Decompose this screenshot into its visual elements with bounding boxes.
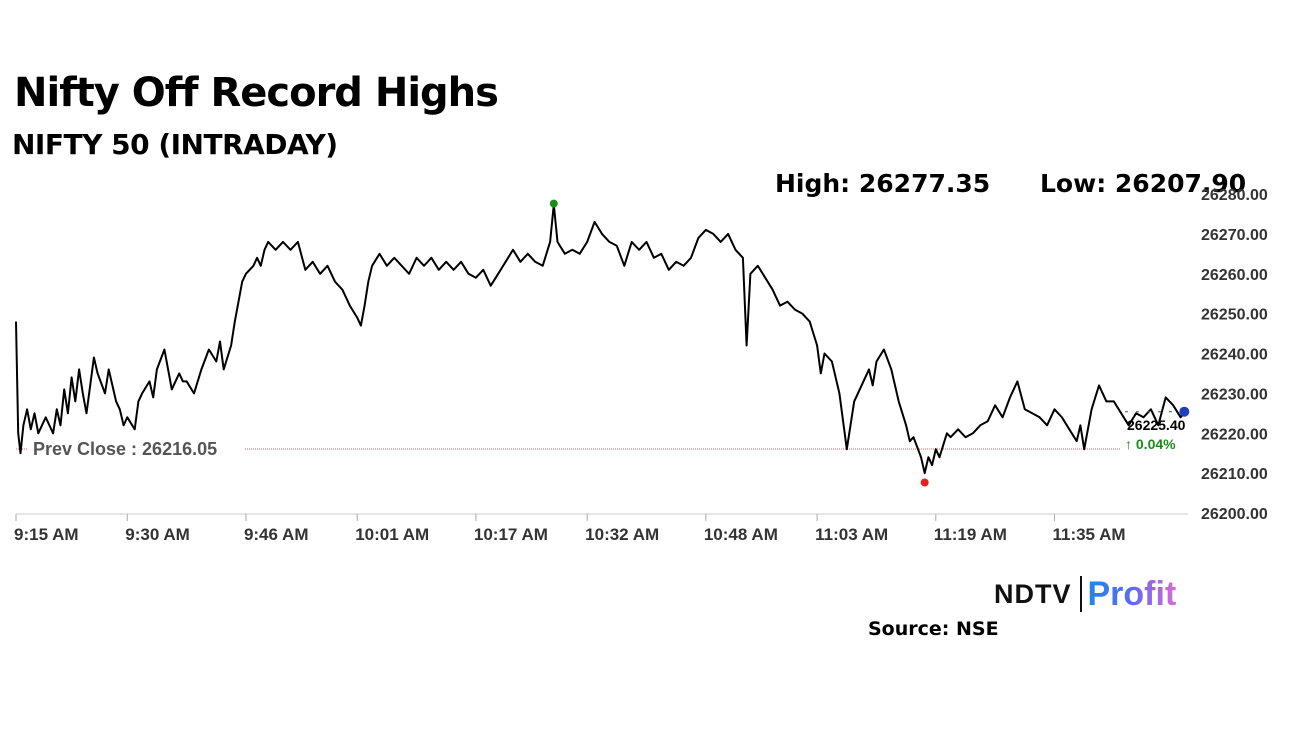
change-percent-label: ↑ 0.04%	[1125, 436, 1176, 452]
y-tick-label: 26230.00	[1201, 386, 1268, 403]
x-tick-label: 10:32 AM	[585, 525, 659, 544]
high-marker	[549, 199, 558, 208]
x-tick-label: 9:15 AM	[14, 525, 79, 544]
prev-close-label: Prev Close : 26216.05	[33, 439, 217, 459]
y-tick-label: 26240.00	[1201, 347, 1268, 364]
x-tick-label: 10:17 AM	[474, 525, 548, 544]
y-tick-label: 26250.00	[1201, 307, 1268, 324]
low-marker	[920, 478, 929, 487]
chart-title: Nifty Off Record Highs	[14, 70, 499, 116]
low-label: Low: 26207.90	[1040, 169, 1247, 198]
logo-profit-text: Profit	[1087, 574, 1177, 613]
y-tick-label: 26260.00	[1201, 267, 1268, 284]
y-tick-label: 26220.00	[1201, 426, 1268, 443]
y-tick-label: 26200.00	[1201, 506, 1268, 523]
x-tick-label: 11:03 AM	[815, 525, 888, 544]
x-tick-label: 11:35 AM	[1052, 525, 1125, 544]
y-tick-label: 26270.00	[1201, 227, 1268, 244]
x-tick-label: 9:46 AM	[244, 525, 309, 544]
ndtv-profit-logo: NDTV Profit	[994, 574, 1176, 614]
x-tick-label: 11:19 AM	[934, 525, 1007, 544]
x-tick-label: 9:30 AM	[125, 525, 190, 544]
x-tick-label: 10:01 AM	[355, 525, 429, 544]
high-label: High: 26277.35	[775, 169, 991, 198]
y-tick-label: 26210.00	[1201, 466, 1268, 483]
chart-subtitle: NIFTY 50 (INTRADAY)	[12, 128, 338, 161]
last-value-marker	[1179, 406, 1190, 417]
logo-divider	[1079, 576, 1082, 612]
last-value-label: 26225.40	[1127, 417, 1186, 433]
series-line	[15, 203, 1186, 475]
logo-ndtv-text: NDTV	[994, 578, 1072, 609]
source-note: Source: NSE	[868, 618, 999, 640]
x-tick-label: 10:48 AM	[704, 525, 778, 544]
y-tick-label: 26280.00	[1201, 187, 1268, 204]
